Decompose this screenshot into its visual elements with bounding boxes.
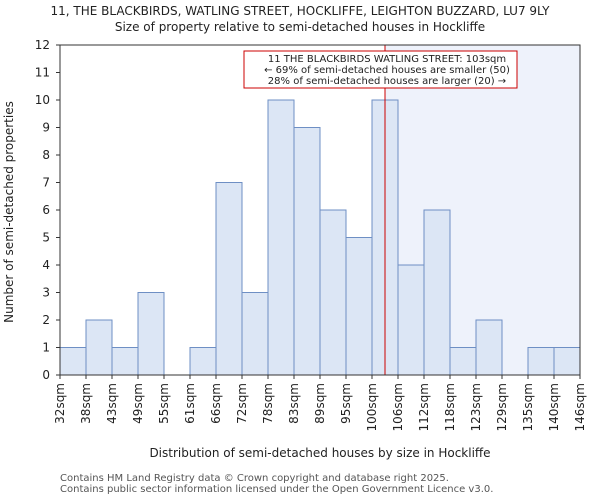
bar-123sqm: [475, 319, 503, 376]
x-tick-label: 118sqm: [443, 383, 457, 431]
x-tick-label: 38sqm: [79, 383, 93, 424]
bar-106sqm: [397, 264, 425, 376]
y-tick-label: 6: [42, 203, 50, 217]
y-tick-label: 11: [35, 66, 50, 80]
x-tick-label: 72sqm: [235, 383, 249, 424]
x-tick-label: 106sqm: [391, 383, 405, 431]
y-tick-label: 4: [42, 258, 50, 272]
x-tick-label: 49sqm: [131, 383, 145, 424]
y-tick-label: 8: [42, 148, 50, 162]
annotation-box: 11 THE BLACKBIRDS WATLING STREET: 103sqm…: [243, 50, 518, 89]
bar-83sqm: [293, 127, 321, 376]
y-tick-label: 10: [35, 93, 50, 107]
bar-72sqm: [241, 292, 269, 376]
x-tick-label: 129sqm: [495, 383, 509, 431]
bar-140sqm: [553, 347, 581, 376]
x-tick-label: 78sqm: [261, 383, 275, 424]
bar-49sqm: [137, 292, 165, 376]
x-tick-label: 146sqm: [573, 383, 587, 431]
x-tick-label: 61sqm: [183, 383, 197, 424]
chart-subtitle: Size of property relative to semi-detach…: [115, 20, 485, 34]
footer-copyright: Contains HM Land Registry data © Crown c…: [60, 473, 449, 484]
x-tick-label: 140sqm: [547, 383, 561, 431]
y-tick-label: 3: [42, 286, 50, 300]
annotation-line-2: ← 69% of semi-detached houses are smalle…: [264, 65, 510, 76]
footer-licence: Contains public sector information licen…: [60, 484, 494, 495]
annotation-frame: [243, 50, 518, 89]
x-tick-label: 112sqm: [417, 383, 431, 431]
bar-95sqm: [345, 237, 373, 376]
y-tick-label: 7: [42, 176, 50, 190]
chart-title: 11, THE BLACKBIRDS, WATLING STREET, HOCK…: [51, 4, 551, 18]
y-tick-label: 9: [42, 121, 50, 135]
x-tick-label: 95sqm: [339, 383, 353, 424]
x-axis-label: Distribution of semi-detached houses by …: [149, 446, 490, 460]
y-tick-label: 5: [42, 231, 50, 245]
x-tick-label: 100sqm: [365, 383, 379, 431]
bar-38sqm: [85, 319, 113, 376]
annotation-line-3: 28% of semi-detached houses are larger (…: [268, 76, 506, 87]
bars-group: [59, 99, 581, 376]
bar-135sqm: [527, 347, 555, 376]
bar-32sqm: [59, 347, 87, 376]
bar-43sqm: [111, 347, 139, 376]
bar-78sqm: [267, 99, 295, 376]
bar-61sqm: [189, 347, 217, 376]
bar-118sqm: [449, 347, 477, 376]
bar-112sqm: [423, 209, 451, 376]
y-axis-label: Number of semi-detached properties: [2, 101, 16, 323]
x-tick-label: 43sqm: [105, 383, 119, 424]
x-tick-label: 89sqm: [313, 383, 327, 424]
plot-frame: [59, 44, 581, 376]
y-tick-label: 1: [42, 341, 50, 355]
x-tick-label: 83sqm: [287, 383, 301, 424]
x-tick-label: 135sqm: [521, 383, 535, 431]
x-tick-label: 123sqm: [469, 383, 483, 431]
y-tick-label: 0: [42, 368, 50, 382]
x-axis-ticks: 32sqm 38sqm 43sqm 49sqm 55sqm 61sqm 66sqm 72sqm…: [53, 375, 587, 431]
x-tick-label: 32sqm: [53, 383, 67, 424]
x-tick-label: 55sqm: [157, 383, 171, 424]
x-tick-label: 66sqm: [209, 383, 223, 424]
annotation-line-1: 11 THE BLACKBIRDS WATLING STREET: 103sqm: [268, 54, 506, 65]
y-tick-label: 2: [42, 313, 50, 327]
bar-89sqm: [319, 209, 347, 376]
y-tick-label: 12: [35, 38, 50, 52]
bar-66sqm: [215, 182, 243, 376]
